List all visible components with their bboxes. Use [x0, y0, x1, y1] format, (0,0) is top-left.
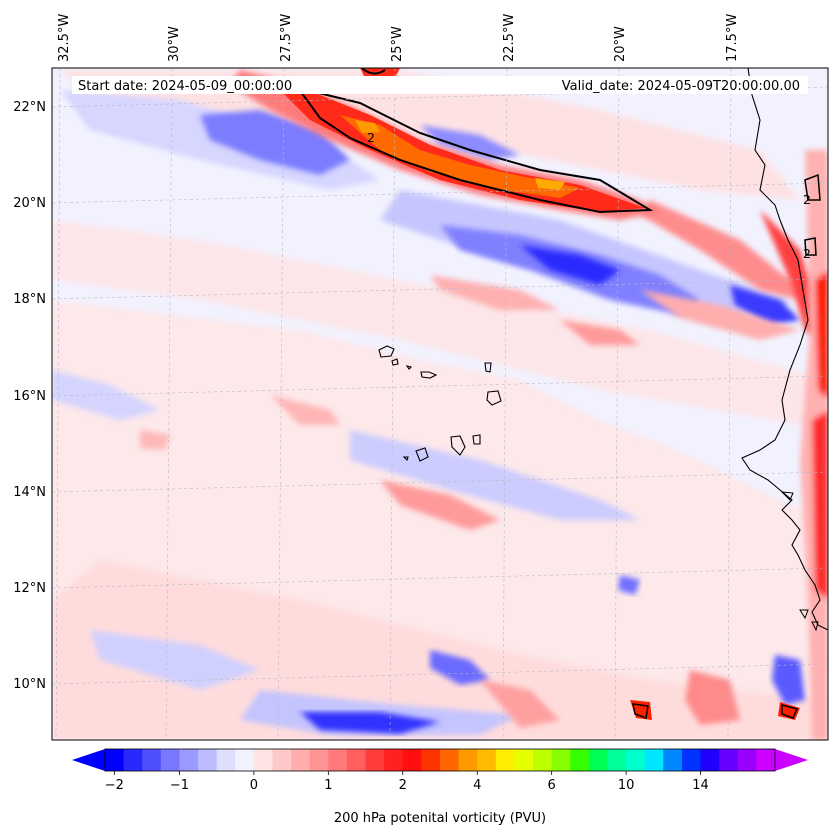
- colorbar-swatch: [142, 749, 162, 771]
- colorbar-swatch: [644, 749, 664, 771]
- colorbar-tick-label: −1: [170, 778, 189, 793]
- colorbar-swatch: [123, 749, 143, 771]
- colorbar-tick-label: 1: [324, 778, 332, 793]
- african-coastline: [741, 68, 828, 631]
- colorbar-swatch: [626, 749, 646, 771]
- colorbar-swatch: [756, 749, 776, 771]
- colorbar-tick-label: 0: [250, 778, 258, 793]
- colorbar-swatch: [291, 749, 311, 771]
- colorbar-swatch: [477, 749, 497, 771]
- colorbar-swatch: [700, 749, 720, 771]
- colorbar-swatch: [346, 749, 367, 771]
- colorbar-swatch: [737, 749, 757, 771]
- start-date-label: Start date: 2024-05-09_00:00:00: [78, 79, 292, 94]
- colorbar-swatch: [272, 749, 292, 771]
- colorbar-swatch: [514, 749, 534, 771]
- contour-lines: [295, 68, 821, 720]
- colorbar-swatch: [681, 749, 702, 771]
- lon-label: 25°W: [390, 26, 405, 62]
- colorbar-swatch: [235, 749, 255, 771]
- colorbar-swatch: [588, 749, 609, 771]
- lat-label: 18°N: [13, 292, 46, 307]
- colorbar-swatches: [105, 749, 776, 771]
- colorbar-swatch: [440, 749, 460, 771]
- colorbar-swatch: [458, 749, 478, 771]
- colorbar-tick-label: 14: [692, 778, 709, 793]
- colorbar-swatch: [105, 749, 125, 771]
- lat-label: 16°N: [13, 389, 46, 404]
- colorbar-swatch: [607, 749, 627, 771]
- header-strip: [72, 76, 808, 94]
- lon-label: 30°W: [167, 26, 182, 62]
- contour-label: 2: [803, 246, 811, 261]
- colorbar-swatch: [421, 749, 441, 771]
- colorbar-swatch: [384, 749, 404, 771]
- colorbar-tick-label: 4: [473, 778, 481, 793]
- colorbar-swatch: [198, 749, 218, 771]
- lat-label: 14°N: [13, 485, 46, 500]
- colorbar-swatch: [551, 749, 571, 771]
- colorbar-swatch: [328, 749, 348, 771]
- colorbar-swatch: [216, 749, 236, 771]
- lon-label: 20°W: [613, 26, 628, 62]
- colorbar-frame: [104, 748, 776, 772]
- lon-label: 32.5°W: [57, 14, 72, 62]
- red-ribbons: [140, 150, 828, 740]
- colorbar-swatch: [719, 749, 739, 771]
- lon-label: 17.5°W: [725, 14, 740, 62]
- colorbar-under-arrow: [72, 749, 105, 771]
- colorbar-swatch: [179, 749, 199, 771]
- colorbar-title: 200 hPa potenital vorticity (PVU): [334, 811, 546, 826]
- colorbar: −2 −1 0 1 2 4 6 10 14 200 hPa potenital vorticit…: [72, 748, 808, 826]
- lon-label: 27.5°W: [279, 14, 294, 62]
- colorbar-ticks: −2 −1 0 1 2 4 6 10 14: [105, 771, 709, 793]
- contour-label: 2: [803, 192, 811, 207]
- bijagos-islands: [799, 609, 819, 632]
- colorbar-swatch: [402, 749, 422, 771]
- colorbar-tick-label: −2: [105, 778, 124, 793]
- colorbar-swatch: [309, 749, 329, 771]
- longitude-labels: 32.5°W 30°W 27.5°W 25°W 22.5°W 20°W 17.5…: [57, 14, 740, 62]
- colorbar-swatch: [253, 749, 274, 771]
- cape-verde-islands: [378, 345, 502, 462]
- lat-label: 22°N: [13, 100, 46, 115]
- map-panel: 2 2 2: [52, 68, 828, 740]
- lon-label: 22.5°W: [502, 14, 517, 62]
- colorbar-swatch: [495, 749, 516, 771]
- colorbar-tick-label: 10: [618, 778, 635, 793]
- colorbar-over-arrow: [775, 749, 808, 771]
- coast-inlet: [780, 491, 794, 501]
- graticule: [52, 68, 828, 740]
- pv-streamer: [230, 68, 800, 720]
- blue-bands: [200, 110, 805, 734]
- lat-label: 12°N: [13, 581, 46, 596]
- colorbar-tick-label: 2: [399, 778, 407, 793]
- valid-date-label: Valid_date: 2024-05-09T20:00:00.00: [562, 79, 800, 94]
- colorbar-tick-label: 6: [548, 778, 556, 793]
- lat-label: 20°N: [13, 196, 46, 211]
- colorbar-swatch: [160, 749, 181, 771]
- contour-label: 2: [367, 130, 375, 145]
- colorbar-swatch: [570, 749, 590, 771]
- colorbar-swatch: [663, 749, 683, 771]
- colorbar-swatch: [365, 749, 385, 771]
- map-frame: [51, 67, 829, 741]
- latitude-labels: 22°N 20°N 18°N 16°N 14°N 12°N 10°N: [13, 100, 46, 692]
- colorbar-swatch: [533, 749, 553, 771]
- lat-label: 10°N: [13, 677, 46, 692]
